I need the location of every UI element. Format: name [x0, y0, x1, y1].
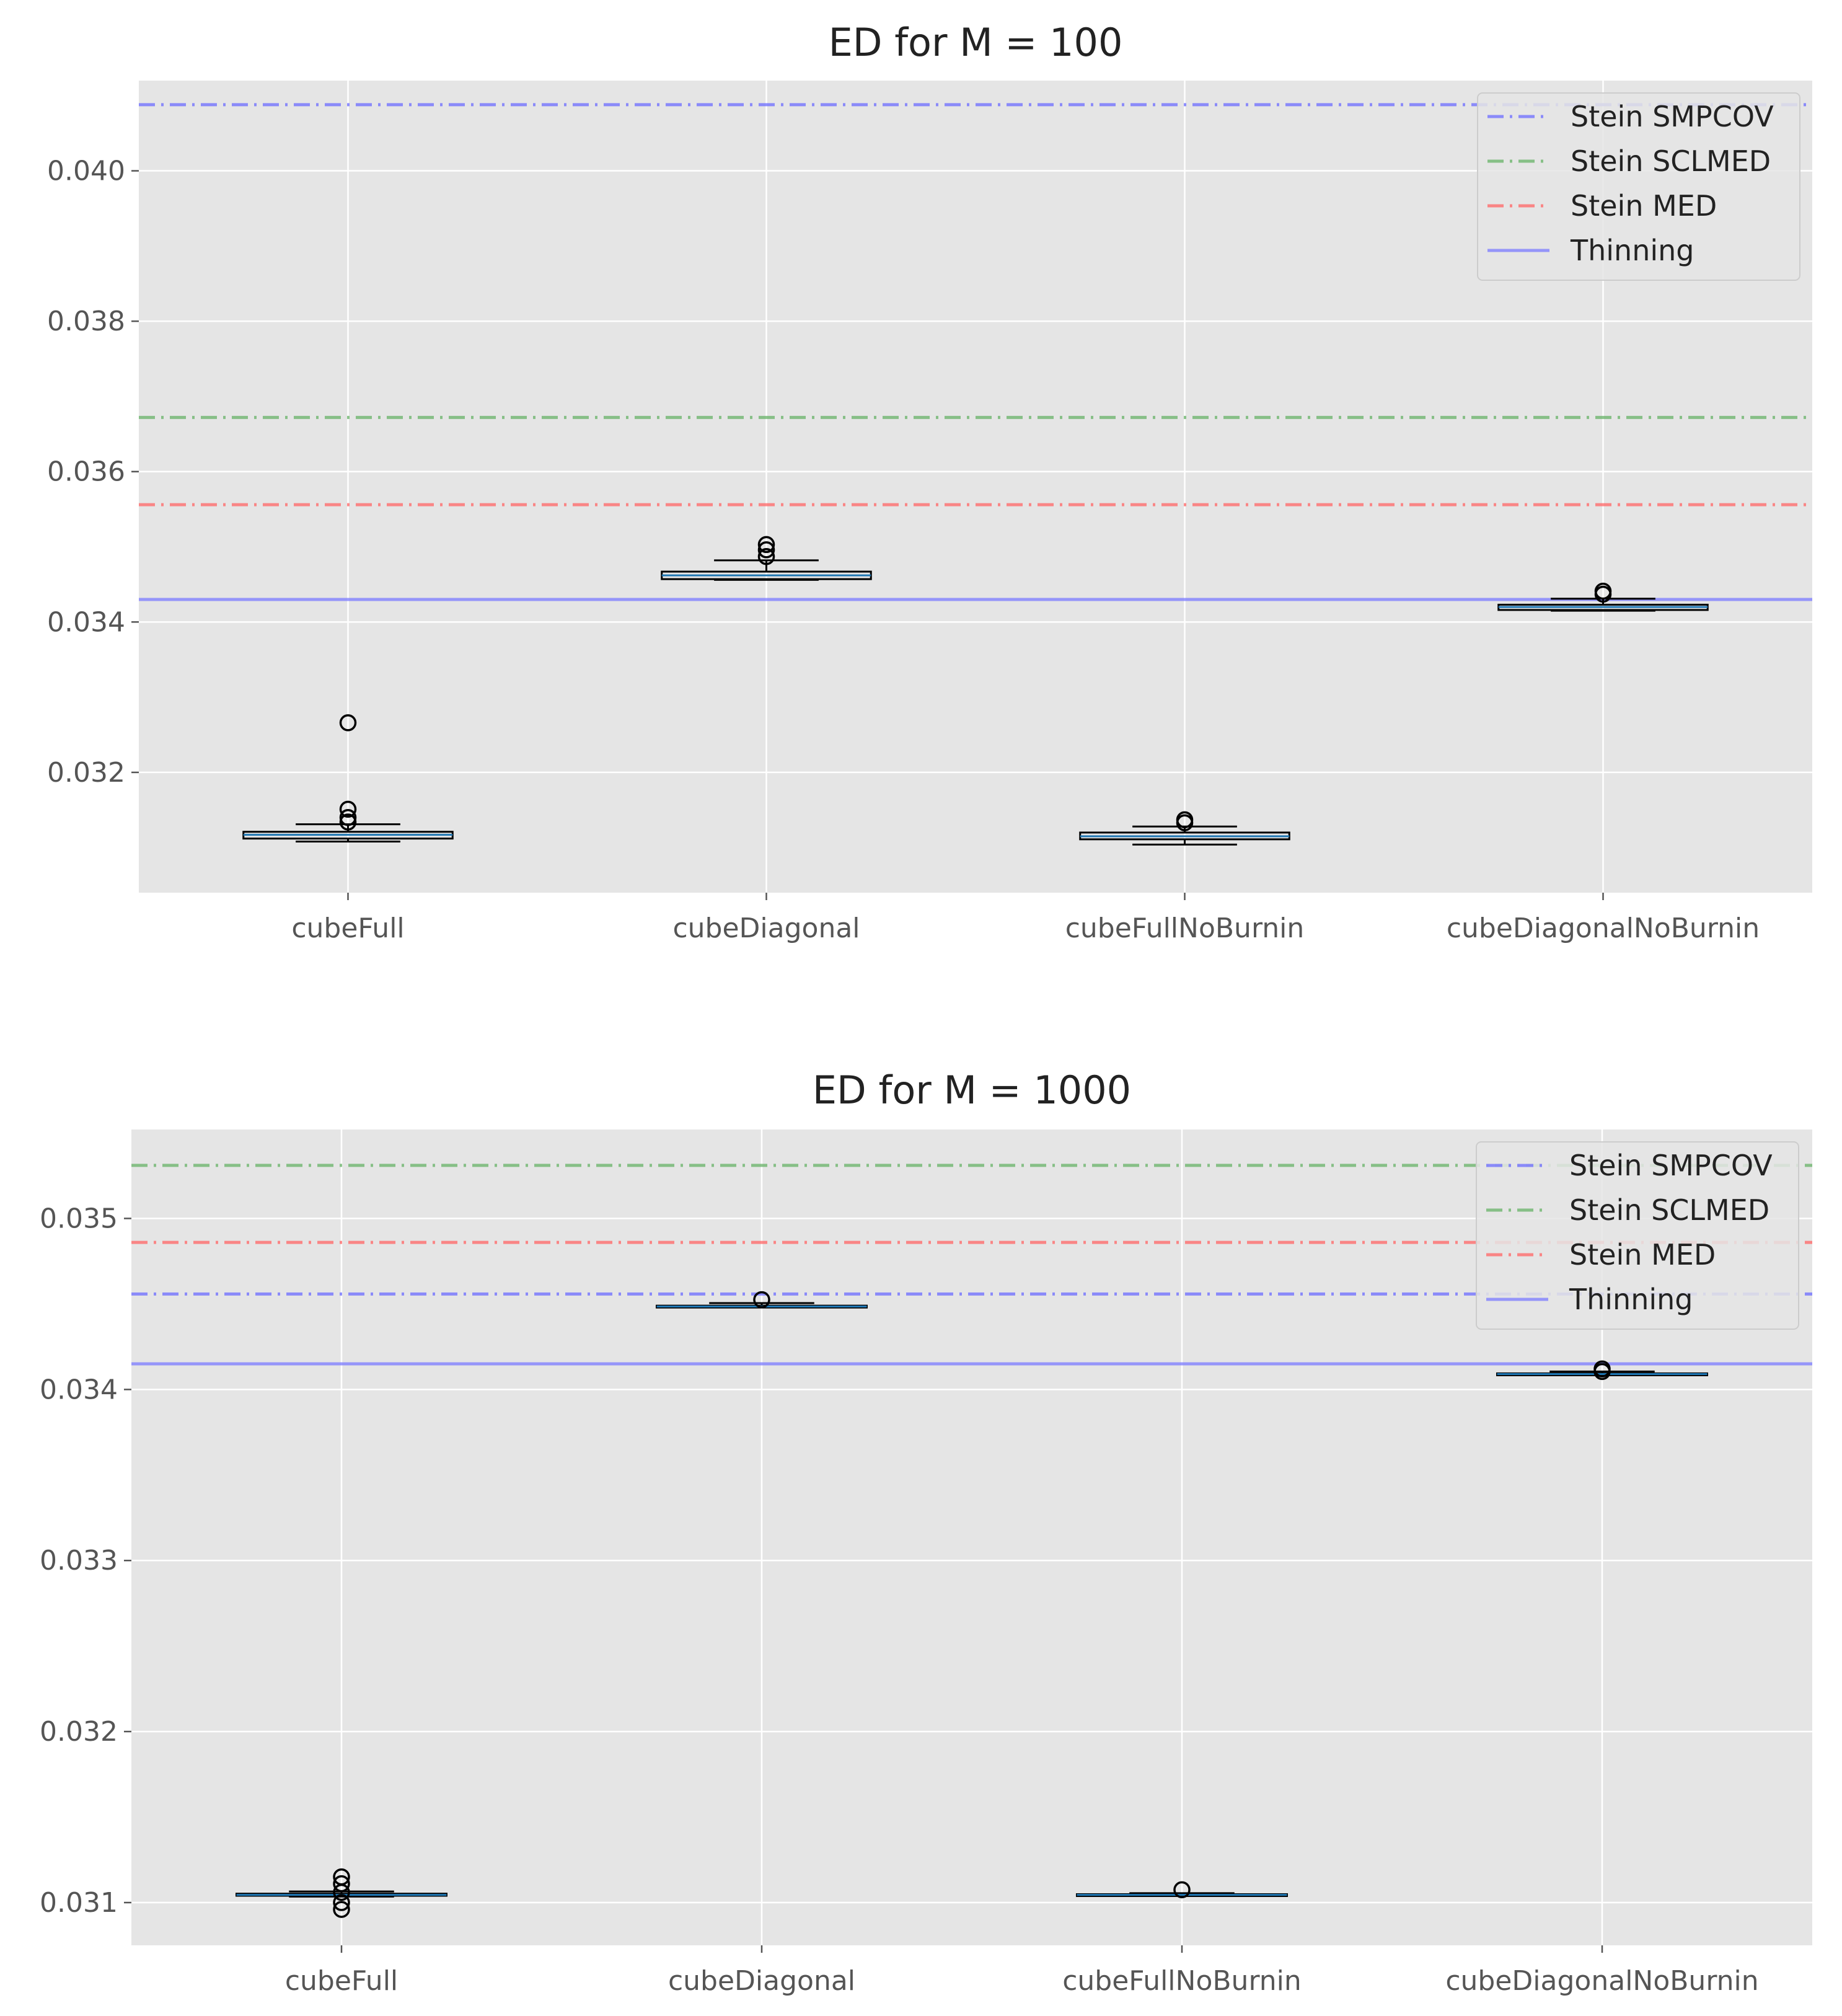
- box-cubeFull: [236, 1868, 447, 1918]
- box-cubeDiagonalNoBurnin: [1497, 582, 1709, 612]
- x-axis: cubeFull cubeDiagonal cubeFullNoBurnin cube…: [291, 893, 1760, 944]
- legend: Stein SMPCOV Stein SCLMED Stein MED Thinnin…: [1477, 92, 1800, 281]
- x-tick-label: cubeFullNoBurnin: [1065, 913, 1305, 944]
- y-tick-label: 0.034: [47, 606, 125, 638]
- x-tick-label: cubeDiagonal: [672, 913, 860, 944]
- legend-label: Stein SMPCOV: [1571, 100, 1774, 133]
- x-tick-label: cubeFullNoBurnin: [1062, 1965, 1302, 1997]
- outlier-point: [339, 800, 357, 818]
- chart-title: ED for M = 100: [829, 20, 1123, 65]
- legend-label: Stein SMPCOV: [1569, 1149, 1773, 1182]
- outlier-point: [333, 1901, 350, 1918]
- outlier-point: [757, 548, 775, 565]
- legend-label: Thinning: [1570, 234, 1694, 267]
- box-series: [242, 536, 1709, 846]
- box-series: [236, 1291, 1708, 1918]
- outlier-point: [1176, 814, 1194, 831]
- x-tick-label: cubeFull: [291, 913, 404, 944]
- box-cubeDiagonalNoBurnin: [1496, 1360, 1708, 1381]
- outlier-point: [333, 1875, 350, 1893]
- legend-label: Stein MED: [1569, 1238, 1716, 1271]
- grid: [131, 1130, 1812, 1945]
- outlier-point: [1594, 585, 1612, 603]
- outlier-point: [757, 541, 775, 559]
- legend-label: Stein SCLMED: [1569, 1193, 1769, 1227]
- y-axis: 0.032 0.034 0.036 0.038 0.040: [47, 156, 139, 789]
- x-tick-label: cubeDiagonal: [668, 1965, 855, 1997]
- y-axis: 0.031 0.032 0.033 0.034 0.035: [40, 1203, 131, 1919]
- box-cubeFull: [242, 714, 454, 843]
- outlier-point: [333, 1883, 350, 1901]
- outlier-point: [1593, 1363, 1611, 1381]
- box-cubeFullNoBurnin: [1079, 811, 1290, 846]
- outlier-point: [753, 1291, 770, 1309]
- box-cubeFullNoBurnin: [1076, 1881, 1288, 1899]
- outlier-point: [1173, 1881, 1191, 1899]
- x-tick-label: cubeDiagonalNoBurnin: [1447, 913, 1760, 944]
- y-tick-label: 0.033: [40, 1545, 118, 1576]
- y-tick-label: 0.034: [40, 1374, 118, 1405]
- chart-panel-m1000: 0.031 0.032 0.033 0.034 0.035 cubeFull cubeDi…: [40, 1068, 1812, 1997]
- chart-title: ED for M = 1000: [813, 1068, 1131, 1113]
- legend-box: [1477, 92, 1800, 281]
- legend-label: Thinning: [1569, 1283, 1693, 1316]
- legend-label: Stein MED: [1571, 189, 1717, 223]
- outlier-point: [333, 1894, 350, 1911]
- x-tick-label: cubeDiagonalNoBurnin: [1445, 1965, 1758, 1997]
- legend-box: [1476, 1141, 1799, 1330]
- outlier-point: [757, 536, 775, 554]
- y-tick-label: 0.032: [40, 1716, 118, 1748]
- box-cubeDiagonal: [656, 1291, 868, 1309]
- y-tick-label: 0.031: [40, 1887, 118, 1919]
- legend-label: Stein SCLMED: [1571, 144, 1771, 178]
- outlier-point: [339, 808, 357, 826]
- y-tick-label: 0.035: [40, 1203, 118, 1234]
- y-tick-label: 0.032: [47, 757, 125, 789]
- outlier-point: [339, 813, 357, 831]
- y-tick-label: 0.036: [47, 456, 125, 488]
- box-cubeDiagonal: [661, 536, 872, 581]
- outlier-point: [339, 714, 357, 732]
- y-tick-label: 0.038: [47, 306, 125, 337]
- x-axis: cubeFull cubeDiagonal cubeFullNoBurnin cube…: [285, 1945, 1759, 1997]
- legend: Stein SMPCOV Stein SCLMED Stein MED Thinnin…: [1476, 1141, 1799, 1330]
- y-tick-label: 0.040: [47, 156, 125, 187]
- x-tick-label: cubeFull: [285, 1965, 398, 1997]
- chart-panel-m100: 0.032 0.034 0.036 0.038 0.040 cubeFull cubeDi…: [47, 20, 1812, 944]
